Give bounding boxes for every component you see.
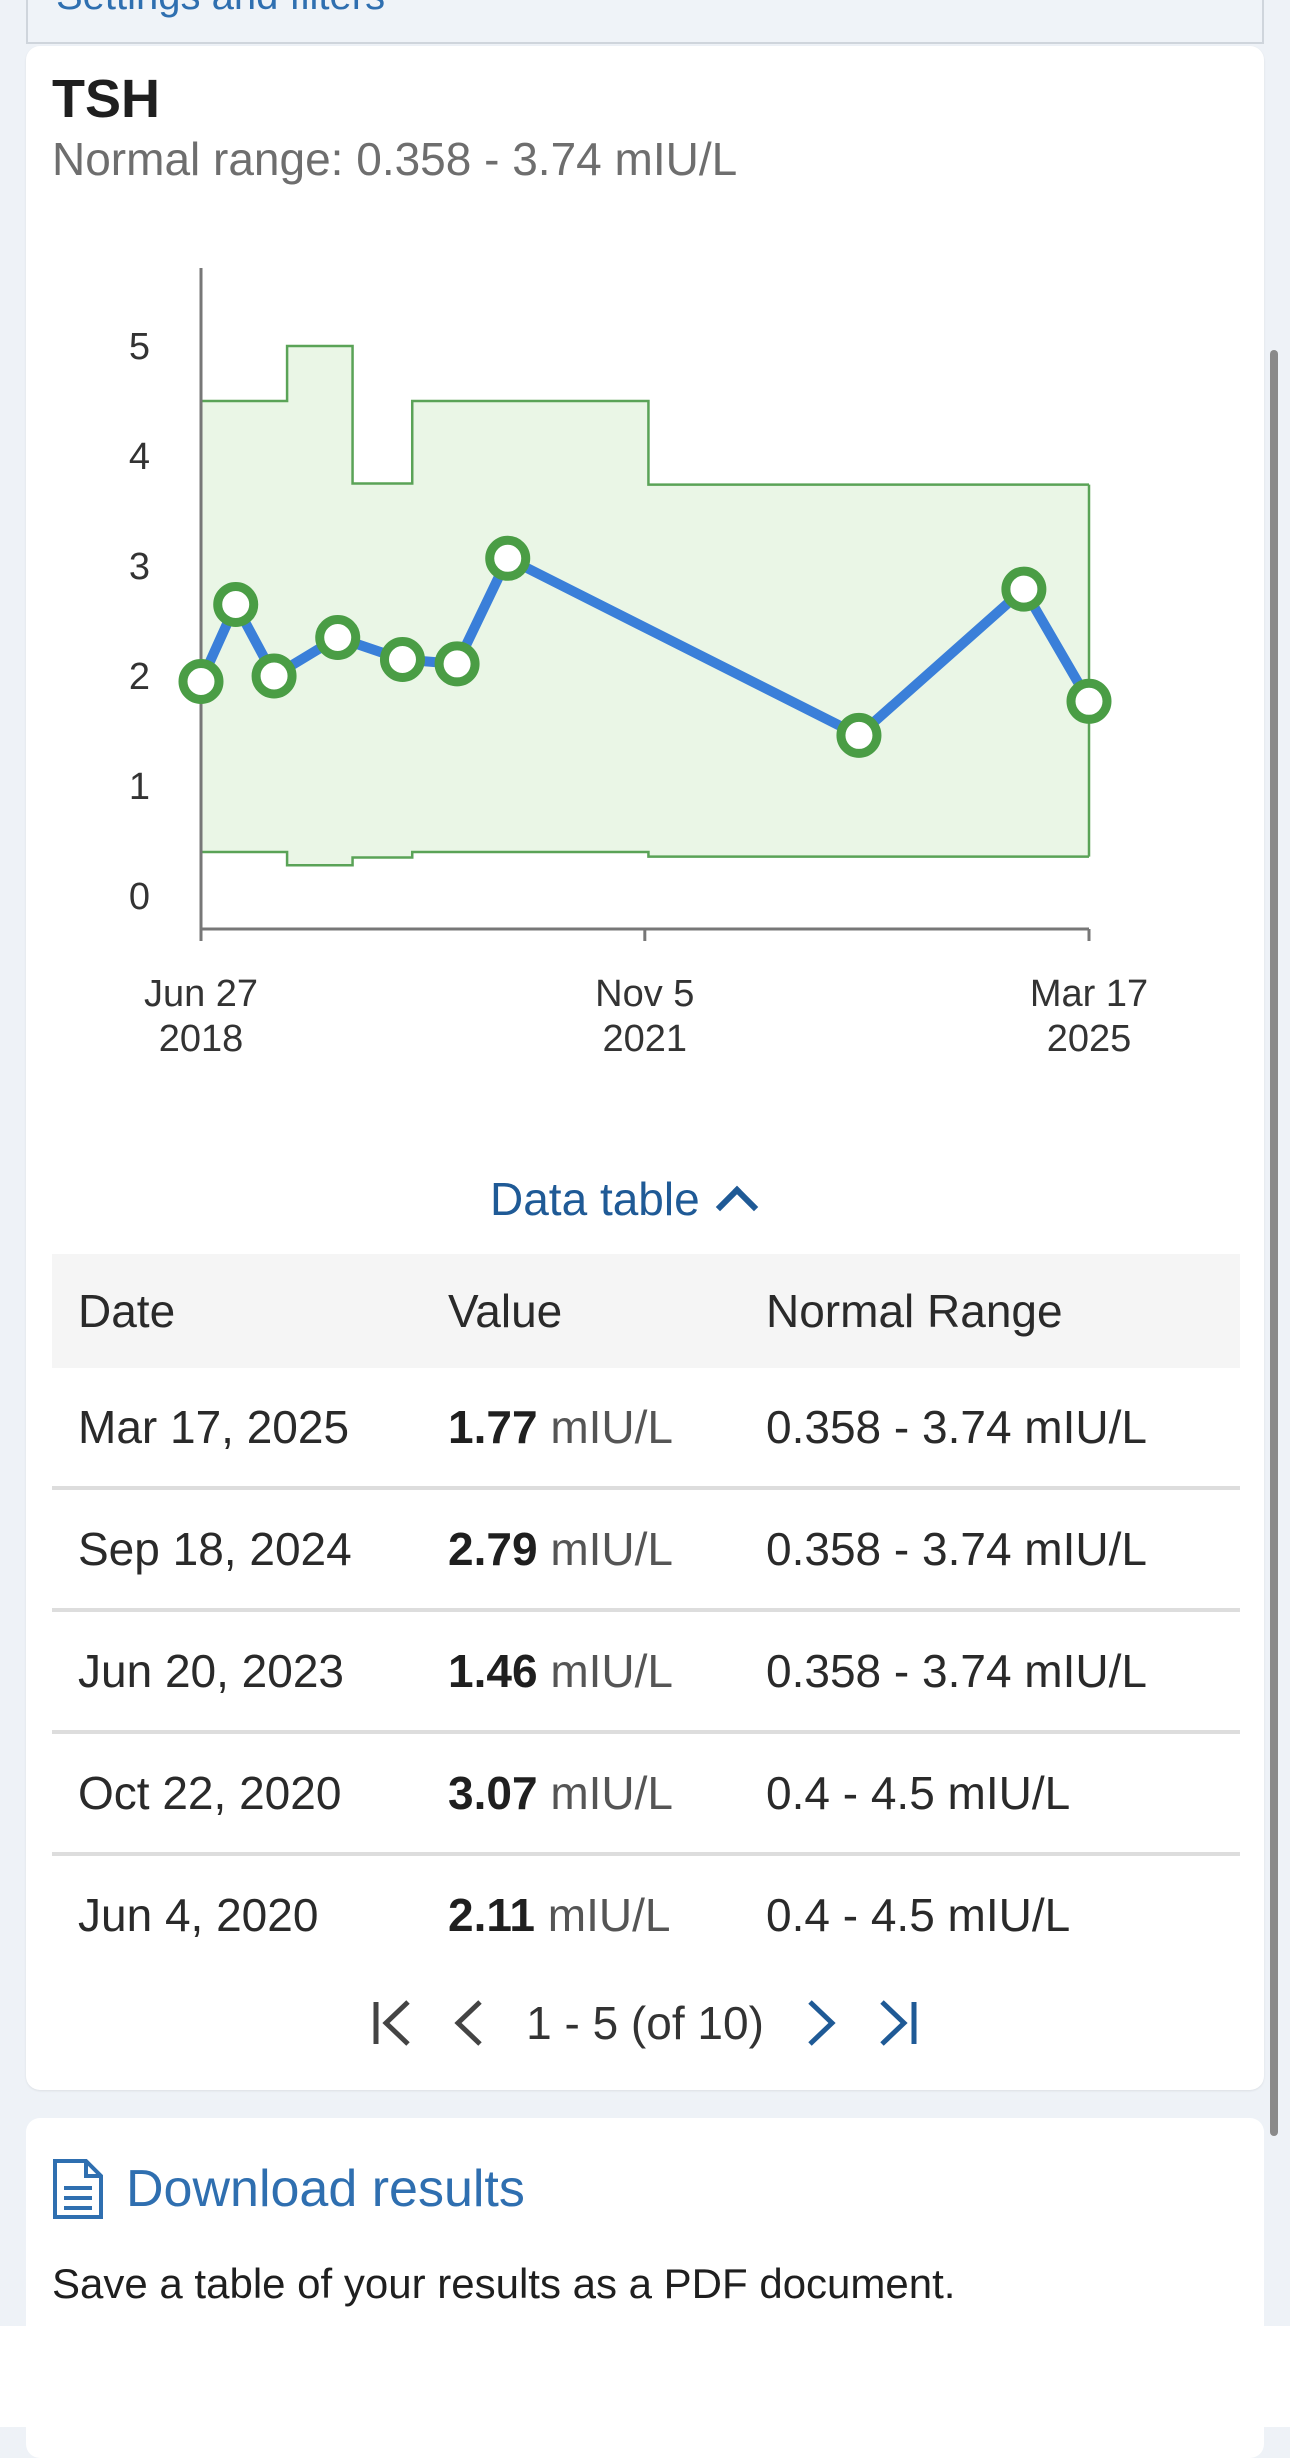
cell-date: Jun 4, 2020 — [78, 1889, 319, 1941]
cell-range: 0.4 - 4.5 mIU/L — [740, 1732, 1240, 1856]
column-header-value: Value — [422, 1254, 740, 1368]
value-number: 2.11 — [448, 1889, 535, 1941]
first-page-button[interactable] — [370, 1998, 414, 2048]
download-link-row[interactable]: Download results — [52, 2158, 525, 2220]
y-tick-label: 4 — [129, 436, 150, 478]
cell-date: Mar 17, 2025 — [52, 1368, 422, 1490]
y-tick-label: 3 — [129, 546, 150, 588]
cell-date: Jun 20, 2023 — [52, 1610, 422, 1734]
column-header-normal-range: Normal Range — [740, 1254, 1240, 1368]
table-row: Sep 18, 2024 2.79 mIU/L 0.358 - 3.74 mIU… — [52, 1488, 1240, 1612]
series-line — [196, 553, 1094, 741]
download-description: Save a table of your results as a PDF do… — [52, 2260, 956, 2307]
value-unit: mIU/L — [550, 1401, 673, 1453]
value-unit: mIU/L — [550, 1767, 673, 1819]
data-point — [1001, 566, 1047, 612]
chevron-left-icon — [454, 2000, 482, 2046]
y-tick-label: 0 — [129, 876, 150, 918]
data-table-toggle[interactable]: Data table — [490, 1172, 758, 1229]
cell-date: Oct 22, 2020 — [52, 1732, 422, 1856]
result-card: TSH Normal range: 0.358 - 3.74 mIU/L 0 1 2… — [26, 46, 1264, 2090]
table-row: Mar 17, 2025 1.77 mIU/L 0.358 - 3.74 mIU… — [52, 1368, 1240, 1490]
cell-value: 1.46 mIU/L — [422, 1610, 740, 1734]
cell-range: 0.358 - 3.74 mIU/L — [740, 1488, 1240, 1612]
table-row: Oct 22, 2020 3.07 mIU/L 0.4 - 4.5 mIU/L — [52, 1732, 1240, 1856]
chevron-up-icon — [715, 1185, 758, 1229]
cell-range: 0.358 - 3.74 mIU/L — [740, 1610, 1240, 1734]
first-page-icon — [373, 2000, 410, 2046]
value-unit: mIU/L — [550, 1523, 673, 1575]
settings-and-filters-link[interactable]: Settings and filters — [56, 0, 385, 19]
data-point — [379, 637, 425, 682]
y-tick-label: 1 — [129, 766, 150, 808]
data-point — [213, 582, 259, 627]
x-tick-label: Nov 5 — [595, 973, 694, 1015]
x-tick-label: Jun 27 — [144, 973, 258, 1015]
value-unit: mIU/L — [550, 1645, 673, 1697]
normal-range-lower-line — [201, 850, 1089, 867]
normal-range-text: Normal range: 0.358 - 3.74 mIU/L — [52, 133, 738, 185]
value-number: 1.77 — [448, 1401, 538, 1453]
last-page-button[interactable] — [876, 1998, 920, 2048]
cell-range: 0.4 - 4.5 mIU/L — [766, 1889, 1071, 1941]
scrollbar[interactable] — [1270, 350, 1278, 2136]
cell-value: 1.77 mIU/L — [422, 1368, 740, 1490]
data-point — [434, 641, 480, 687]
y-tick-label: 5 — [129, 326, 150, 368]
value-number: 1.46 — [448, 1645, 538, 1697]
data-point — [485, 535, 531, 581]
cell-value: 2.79 mIU/L — [422, 1488, 740, 1612]
page-range-text: 1 - 5 (of 10) — [526, 1997, 764, 2049]
data-point — [836, 712, 882, 758]
data-point — [315, 615, 361, 660]
bottom-area — [0, 2326, 1290, 2427]
result-title: TSH — [52, 69, 160, 129]
x-tick-label: Mar 17 — [1030, 973, 1148, 1015]
value-number: 2.79 — [448, 1523, 538, 1575]
cell-date: Sep 18, 2024 — [52, 1488, 422, 1612]
table-header-row: Date Value Normal Range — [52, 1254, 1240, 1368]
value-number: 3.07 — [448, 1767, 538, 1819]
pagination: 1 - 5 (of 10) — [26, 1996, 1264, 2050]
data-point — [178, 659, 224, 704]
document-icon — [53, 2159, 103, 2219]
data-point — [251, 653, 297, 699]
cell-value: 3.07 mIU/L — [422, 1732, 740, 1856]
table-row: Jun 4, 2020 2.11 mIU/L 0.4 - 4.5 mIU/L — [52, 1854, 1240, 1974]
table-row: Jun 20, 2023 1.46 mIU/L 0.358 - 3.74 mIU… — [52, 1610, 1240, 1734]
data-table: Date Value Normal Range Mar 17, 2025 1.7… — [52, 1254, 1240, 1974]
previous-page-button[interactable] — [448, 1998, 492, 2048]
column-header-date: Date — [52, 1254, 422, 1368]
normal-range-upper-line — [201, 344, 1089, 486]
data-point — [1066, 678, 1112, 724]
y-tick-label: 2 — [129, 656, 150, 698]
chevron-right-icon — [808, 2000, 836, 2046]
x-tick-year-label: 2025 — [1047, 1018, 1132, 1060]
value-unit: mIU/L — [547, 1889, 671, 1941]
last-page-icon — [880, 2000, 917, 2046]
cell-range: 0.358 - 3.74 mIU/L — [740, 1368, 1240, 1490]
next-page-button[interactable] — [798, 1998, 842, 2048]
x-tick-year-label: 2018 — [159, 1018, 244, 1060]
normal-range-band — [201, 346, 1089, 866]
x-tick-year-label: 2021 — [603, 1018, 688, 1060]
download-results-link[interactable]: Download results — [126, 2160, 525, 2218]
data-table-toggle-label: Data table — [490, 1173, 700, 1225]
cell-value: 2.11 mIU/L — [422, 1854, 740, 1974]
settings-card: Settings and filters — [26, 0, 1264, 44]
